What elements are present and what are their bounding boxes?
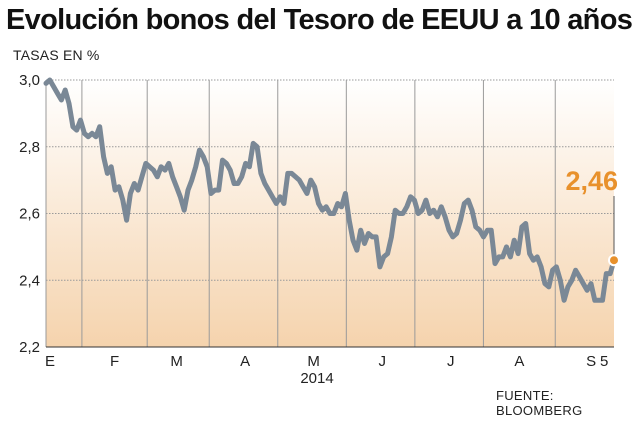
label-layer: 3,0 2,8 2,6 2,4 2,2 E F M A M J J A S 5 2014 2,46 — [19, 72, 620, 387]
x-tick-label: F — [110, 353, 119, 370]
x-tick-label: M — [170, 353, 183, 370]
x-tick-label: M — [307, 353, 320, 370]
y-tick-label: 2,4 — [19, 272, 40, 289]
last-value-marker — [608, 254, 620, 267]
y-tick-label: 3,0 — [19, 72, 40, 89]
last-value-label: 2,46 — [565, 166, 618, 196]
y-tick-label: 2,6 — [19, 206, 40, 223]
x-year-label: 2014 — [300, 370, 333, 387]
x-tick-label: A — [514, 353, 524, 370]
x-tick-label: E — [45, 353, 55, 370]
chart-source: FUENTE: BLOOMBERG — [496, 388, 583, 418]
series-layer — [43, 77, 617, 303]
x-tick-label: J — [447, 353, 455, 370]
x-tick-label: 5 — [600, 353, 608, 370]
chart-subtitle: TASAS EN % — [13, 47, 100, 63]
chart-title: Evolución bonos del Tesoro de EEUU a 10 … — [6, 4, 633, 36]
x-tick-label: S — [586, 353, 596, 370]
y-tick-label: 2,8 — [19, 139, 40, 156]
x-tick-label: J — [378, 353, 386, 370]
series-line — [43, 77, 617, 303]
y-tick-label: 2,2 — [19, 339, 40, 356]
x-tick-label: A — [240, 353, 250, 370]
